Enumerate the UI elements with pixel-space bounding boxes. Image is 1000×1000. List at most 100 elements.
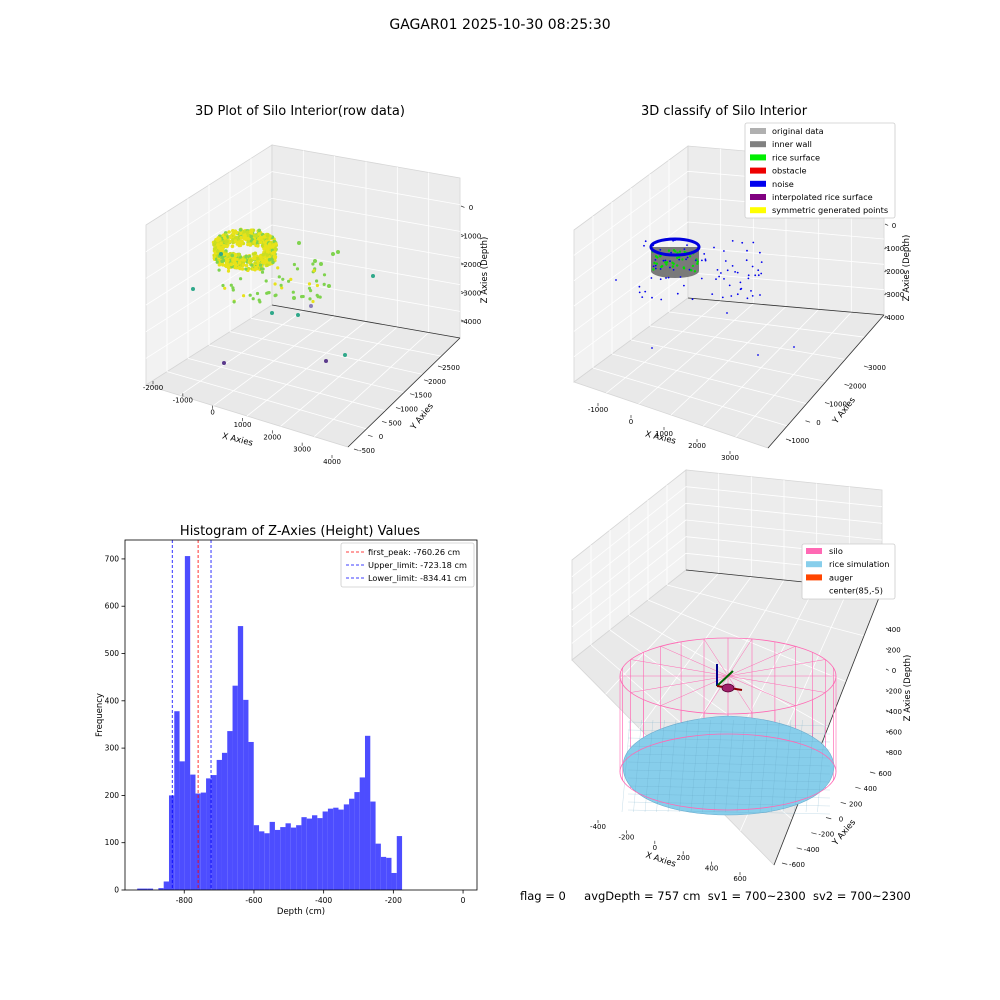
chart4-legend-label: silo — [829, 546, 843, 556]
chart4-z-tick-label: -200 — [886, 688, 902, 696]
chart1-point — [253, 268, 257, 272]
chart3-x-tick-label: -200 — [385, 896, 402, 905]
chart2-noise-point — [669, 266, 671, 269]
chart1-point — [319, 262, 323, 266]
chart2-noise-point — [664, 259, 667, 262]
chart1-point — [239, 235, 243, 240]
chart3-bar — [370, 801, 376, 890]
chart1-x-tick-label: 2000 — [263, 433, 281, 441]
chart2-noise-point — [694, 259, 697, 262]
chart2-noise-point — [669, 260, 671, 262]
chart3-title: Histogram of Z-Axies (Height) Values — [179, 524, 421, 539]
chart2-y-tick — [805, 420, 811, 423]
chart1-x-tick-label: -2000 — [143, 384, 163, 392]
chart2-noise-point — [652, 244, 655, 247]
chart3-bar — [375, 843, 381, 890]
chart2-legend-swatch — [750, 167, 766, 174]
chart2-noise-point — [615, 279, 617, 281]
chart2-noise-point — [746, 297, 749, 300]
chart3-bar — [184, 556, 191, 890]
chart1-z-axis-label: Z Axies (Depth) — [480, 237, 490, 304]
chart1-point — [250, 263, 254, 267]
chart1-point — [322, 273, 327, 277]
chart2-noise-point — [723, 250, 725, 252]
chart2-noise-point — [723, 278, 725, 280]
chart1-point — [222, 244, 226, 248]
chart3-bar — [306, 818, 313, 890]
chart4-rice-mesh-line — [656, 719, 665, 813]
chart2-noise-point — [665, 277, 667, 279]
chart4-y-tick-label: -600 — [789, 861, 805, 869]
chart2-legend-label: original data — [772, 126, 824, 136]
chart1-point — [311, 299, 315, 304]
chart2-noise-point — [643, 244, 645, 247]
chart2-noise-point — [683, 248, 686, 251]
chart2-y-axis-line — [687, 297, 885, 316]
chart4-rice-mesh-line — [627, 721, 831, 727]
chart1-z-tick-label: -3000 — [461, 290, 481, 298]
chart1-y-tick — [437, 365, 443, 368]
chart2-y-tick — [824, 402, 830, 405]
chart2-grid-line — [735, 311, 852, 438]
chart1-z-tick-label: 0 — [469, 204, 473, 212]
chart2-z-tick — [884, 269, 889, 272]
chart2-noise-point — [759, 251, 761, 254]
avg-depth-text: avgDepth = 757 cm — [584, 889, 701, 903]
chart1-point — [224, 258, 228, 263]
chart2-legend-label: symmetric generated points — [772, 205, 888, 215]
chart2-x-tick-label: 2000 — [688, 442, 706, 450]
chart4-legend-swatch — [806, 548, 822, 554]
chart2-rice-surface-point — [676, 264, 679, 267]
chart2-noise-point — [760, 261, 763, 263]
chart1-point — [331, 252, 335, 256]
chart3-bar — [317, 818, 323, 890]
chart1-y-tick — [395, 407, 401, 410]
chart4-rice-mesh-line — [627, 737, 831, 743]
chart1-point — [261, 252, 266, 257]
chart2-noise-point — [660, 298, 663, 301]
chart4-silo-bottom-rim — [619, 733, 837, 811]
chart4-silo-top-spoke — [727, 646, 796, 677]
chart2-noise-point — [720, 272, 722, 274]
chart1-point — [216, 238, 220, 243]
chart3-bar — [264, 833, 270, 890]
chart4-z-tick — [885, 709, 889, 712]
chart1-point — [249, 258, 253, 263]
chart2-legend-swatch — [750, 207, 766, 214]
chart1-point — [273, 294, 277, 298]
chart4-rice-mesh-line — [627, 753, 831, 759]
chart2-noise-point — [700, 277, 703, 280]
chart4-z-tick — [885, 627, 889, 630]
chart1-point — [265, 263, 270, 268]
chart1-point — [291, 290, 295, 294]
chart1-point — [239, 277, 243, 281]
chart2-rice-surface-point — [665, 261, 669, 264]
chart4-legend-swatch — [806, 561, 822, 568]
chart1-point — [279, 283, 283, 287]
chart2-noise-point — [641, 296, 644, 298]
chart2-noise-point — [724, 260, 727, 262]
chart1-y-tick — [409, 393, 415, 396]
chart4-y-tick — [840, 801, 847, 805]
chart3-bar — [221, 752, 228, 890]
chart2-noise-point — [638, 285, 641, 288]
chart4-z-tick — [885, 750, 889, 753]
chart1-point — [274, 242, 278, 246]
chart4-rice-mesh-line — [627, 761, 831, 767]
chart1-point — [216, 246, 221, 250]
chart1-point — [258, 263, 263, 267]
chart2-legend-swatch — [750, 128, 766, 134]
chart1-point — [244, 267, 248, 271]
chart2-rice-surface-point — [661, 264, 664, 268]
chart1-point — [248, 293, 252, 297]
chart4-z-tick-label: 400 — [887, 626, 900, 634]
chart1-point — [217, 268, 221, 272]
chart4-legend-label: center(85,-5) — [829, 586, 883, 596]
chart2-inner-wall-bottom — [651, 264, 699, 278]
chart3-x-axis-label: Depth (cm) — [277, 907, 325, 917]
chart1-point — [254, 234, 259, 238]
chart1-point — [292, 296, 296, 300]
chart4-y-tick — [855, 786, 861, 789]
chart4-y-tick — [825, 817, 832, 820]
chart1-point — [313, 259, 317, 263]
